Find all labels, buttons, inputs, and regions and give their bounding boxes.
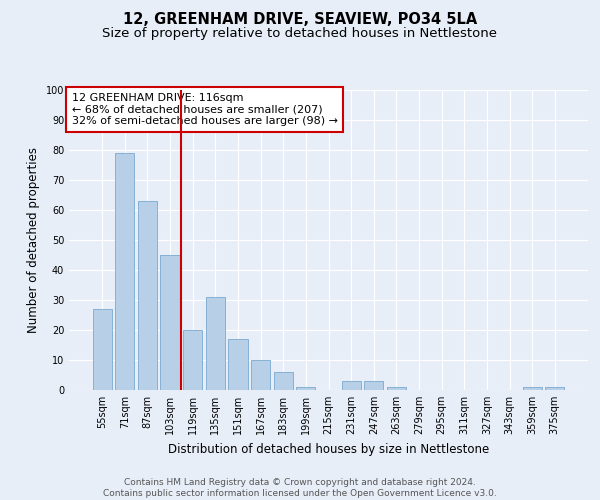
Bar [183,330,202,390]
Bar [364,381,383,390]
Text: Contains HM Land Registry data © Crown copyright and database right 2024.
Contai: Contains HM Land Registry data © Crown c… [103,478,497,498]
Bar [523,387,542,390]
Bar [274,372,293,390]
Y-axis label: Number of detached properties: Number of detached properties [27,147,40,333]
Bar [387,387,406,390]
Bar [229,339,248,390]
Text: 12 GREENHAM DRIVE: 116sqm
← 68% of detached houses are smaller (207)
32% of semi: 12 GREENHAM DRIVE: 116sqm ← 68% of detac… [71,93,338,126]
Text: Size of property relative to detached houses in Nettlestone: Size of property relative to detached ho… [103,28,497,40]
Bar [296,387,316,390]
Text: 12, GREENHAM DRIVE, SEAVIEW, PO34 5LA: 12, GREENHAM DRIVE, SEAVIEW, PO34 5LA [123,12,477,28]
Bar [92,309,112,390]
Bar [160,255,180,390]
Bar [138,201,157,390]
Bar [206,297,225,390]
Bar [251,360,270,390]
Bar [115,153,134,390]
Bar [545,387,565,390]
X-axis label: Distribution of detached houses by size in Nettlestone: Distribution of detached houses by size … [168,442,489,456]
Bar [341,381,361,390]
